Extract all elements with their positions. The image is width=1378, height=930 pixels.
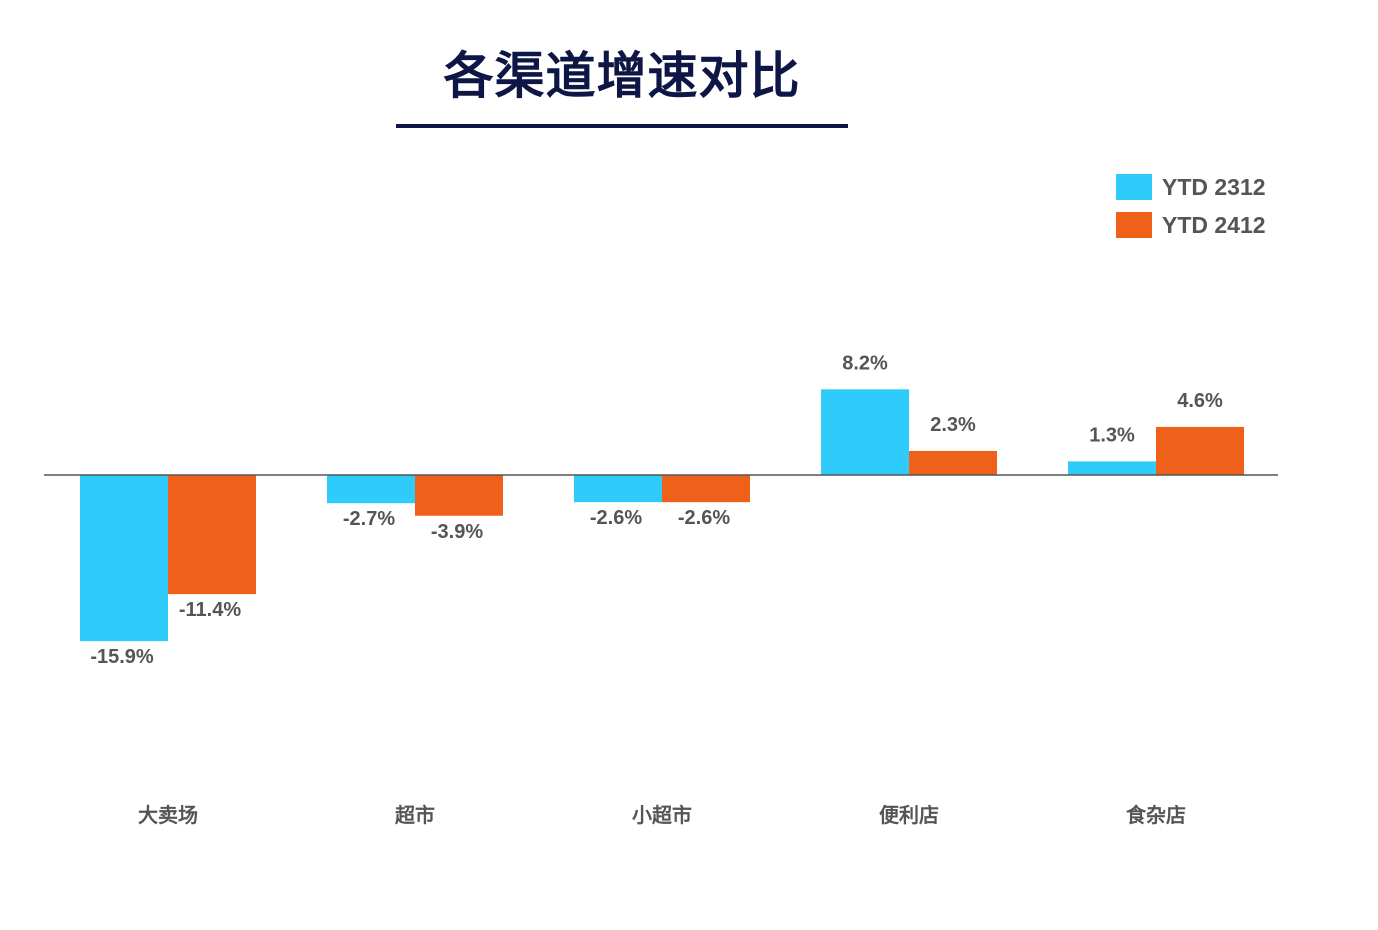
legend-label-ytd-2412: YTD 2412 — [1162, 211, 1266, 238]
data-label-ytd-2312-2: -2.7% — [343, 508, 395, 530]
data-label-ytd-2412-2: -3.9% — [431, 521, 483, 543]
legend-swatch-ytd-2312 — [1116, 174, 1152, 200]
chart-title: 各渠道增速对比 — [443, 47, 801, 105]
data-label-ytd-2312-1: -15.9% — [90, 646, 154, 668]
category-label-3: 小超市 — [632, 803, 692, 827]
legend-swatch-ytd-2412 — [1116, 212, 1152, 238]
bar-ytd-2312-1 — [80, 475, 168, 642]
data-label-ytd-2412-3: -2.6% — [678, 507, 730, 529]
bar-ytd-2312-3 — [574, 475, 662, 503]
category-label-4: 便利店 — [879, 803, 939, 827]
legend: YTD 2312 YTD 2412 — [1116, 168, 1266, 244]
data-label-ytd-2312-3: -2.6% — [590, 507, 642, 529]
category-label-5: 食杂店 — [1126, 803, 1186, 827]
data-label-ytd-2412-5: 4.6% — [1177, 390, 1223, 412]
bar-ytd-2412-3 — [662, 475, 750, 503]
legend-item-ytd-2312: YTD 2312 — [1116, 168, 1266, 206]
category-label-2: 超市 — [394, 803, 435, 827]
bar-ytd-2312-4 — [821, 389, 909, 475]
bar-ytd-2412-4 — [909, 450, 997, 475]
category-label-1: 大卖场 — [138, 803, 198, 827]
data-label-ytd-2312-5: 1.3% — [1089, 424, 1135, 446]
bar-ytd-2312-2 — [327, 475, 415, 504]
bar-ytd-2412-2 — [415, 475, 503, 516]
bar-ytd-2412-1 — [168, 475, 256, 595]
data-label-ytd-2412-1: -11.4% — [179, 599, 241, 621]
legend-item-ytd-2412: YTD 2412 — [1116, 206, 1266, 244]
legend-label-ytd-2312: YTD 2312 — [1162, 173, 1266, 200]
data-label-ytd-2412-4: 2.3% — [930, 414, 976, 436]
title-underline — [396, 124, 848, 128]
bar-ytd-2312-5 — [1068, 461, 1156, 475]
bar-ytd-2412-5 — [1156, 426, 1244, 475]
data-label-ytd-2312-4: 8.2% — [842, 352, 888, 374]
